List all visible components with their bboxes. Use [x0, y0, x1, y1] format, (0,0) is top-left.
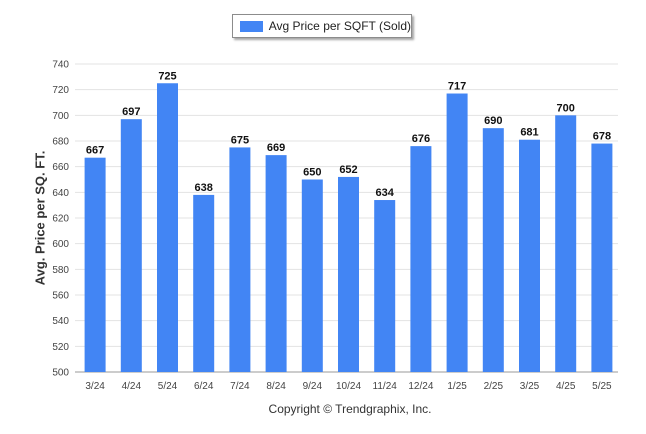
y-tick-label: 620 — [52, 214, 69, 225]
data-label: 678 — [593, 131, 611, 143]
data-label: 650 — [303, 167, 321, 179]
data-label: 681 — [520, 127, 538, 139]
bar — [229, 147, 251, 372]
legend-swatch — [240, 20, 263, 32]
y-tick-label: 600 — [52, 239, 69, 250]
data-label: 700 — [557, 102, 575, 114]
x-tick-label: 5/24 — [158, 381, 178, 392]
legend: Avg Price per SQFT (Sold) — [232, 14, 412, 38]
y-tick-label: 560 — [52, 291, 69, 302]
y-tick-label: 720 — [52, 85, 69, 96]
x-tick-label: 3/25 — [520, 381, 540, 392]
x-tick-label: 3/24 — [85, 381, 105, 392]
legend-label: Avg Price per SQFT (Sold) — [268, 19, 411, 33]
y-tick-label: 520 — [52, 342, 69, 353]
x-tick-label: 1/25 — [447, 381, 467, 392]
data-label: 667 — [86, 145, 104, 157]
x-tick-label: 12/24 — [408, 381, 433, 392]
y-tick-label: 680 — [52, 137, 69, 148]
copyright-footer: Copyright © Trendgraphix, Inc. — [268, 402, 432, 416]
bar — [120, 119, 142, 372]
x-tick-label: 7/24 — [230, 381, 250, 392]
x-tick-label: 8/24 — [266, 381, 286, 392]
bar — [446, 93, 468, 373]
data-label: 669 — [267, 142, 285, 154]
bar — [84, 157, 106, 372]
x-tick-label: 4/25 — [556, 381, 576, 392]
bar — [193, 194, 215, 372]
y-tick-label: 740 — [52, 60, 69, 71]
data-label: 676 — [412, 133, 430, 145]
data-label: 717 — [448, 81, 466, 93]
data-label: 638 — [195, 182, 213, 194]
bar — [482, 128, 504, 372]
x-tick-label: 9/24 — [303, 381, 323, 392]
y-tick-label: 540 — [52, 316, 69, 327]
data-label: 690 — [484, 115, 502, 127]
y-tick-label: 660 — [52, 162, 69, 173]
bar — [374, 200, 396, 372]
bar — [555, 115, 577, 372]
data-label: 725 — [158, 70, 176, 82]
bar — [265, 155, 287, 372]
bar — [338, 176, 359, 372]
y-tick-label: 700 — [52, 111, 69, 122]
bar — [157, 83, 178, 372]
bar — [301, 179, 323, 372]
data-label: 675 — [231, 134, 249, 146]
x-tick-label: 6/24 — [194, 381, 214, 392]
x-tick-label: 2/25 — [484, 381, 504, 392]
y-tick-label: 500 — [52, 368, 69, 379]
y-tick-label: 580 — [52, 265, 69, 276]
x-tick-label: 11/24 — [373, 381, 398, 392]
data-label: 697 — [122, 106, 140, 118]
x-tick-label: 4/24 — [122, 381, 142, 392]
bar — [410, 146, 432, 372]
y-tick-label: 640 — [52, 188, 69, 199]
x-tick-label: 10/24 — [336, 381, 361, 392]
data-label: 634 — [376, 187, 395, 199]
x-tick-label: 5/25 — [592, 381, 612, 392]
bar — [519, 139, 540, 372]
data-label: 652 — [339, 164, 357, 176]
bar — [591, 143, 613, 372]
